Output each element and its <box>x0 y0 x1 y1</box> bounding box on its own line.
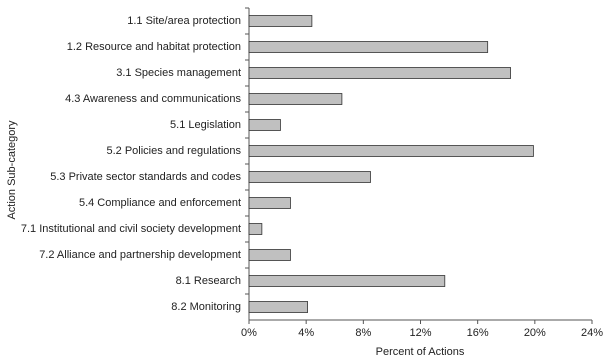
y-tick-label: 5.2 Policies and regulations <box>106 145 241 157</box>
x-tick-label: 16% <box>467 327 489 339</box>
y-tick-label: 7.2 Alliance and partnership development <box>39 249 241 261</box>
bar <box>248 301 308 313</box>
y-tick-label: 5.4 Compliance and enforcement <box>79 197 241 209</box>
y-axis-label: Action Sub-category <box>6 120 18 220</box>
bar <box>248 15 313 27</box>
x-tick-label: 24% <box>581 327 603 339</box>
x-tick-label: 12% <box>409 327 431 339</box>
bar <box>248 41 489 53</box>
x-axis-label: Percent of Actions <box>376 346 465 358</box>
x-tick-label: 8% <box>355 327 371 339</box>
x-tick-label: 0% <box>241 327 257 339</box>
y-tick-label: 8.2 Monitoring <box>171 301 241 313</box>
y-tick-label: 8.1 Research <box>176 275 241 287</box>
bar <box>248 197 291 209</box>
bar <box>248 223 263 235</box>
bar <box>248 145 534 157</box>
y-tick-label: 7.1 Institutional and civil society deve… <box>21 223 241 235</box>
y-tick-label: 3.1 Species management <box>116 67 241 79</box>
y-tick-label: 5.3 Private sector standards and codes <box>50 171 241 183</box>
y-tick-label: 1.2 Resource and habitat protection <box>67 41 241 53</box>
bar <box>248 93 343 105</box>
x-tick-label: 20% <box>524 327 546 339</box>
bar <box>248 249 291 261</box>
bar <box>248 275 446 287</box>
bar <box>248 171 371 183</box>
x-tick-label: 4% <box>298 327 314 339</box>
bar <box>248 67 511 79</box>
bar <box>248 119 281 131</box>
y-tick-label: 1.1 Site/area protection <box>127 15 241 27</box>
y-tick-label: 5.1 Legislation <box>170 119 241 131</box>
y-tick-label: 4.3 Awareness and communications <box>65 93 241 105</box>
